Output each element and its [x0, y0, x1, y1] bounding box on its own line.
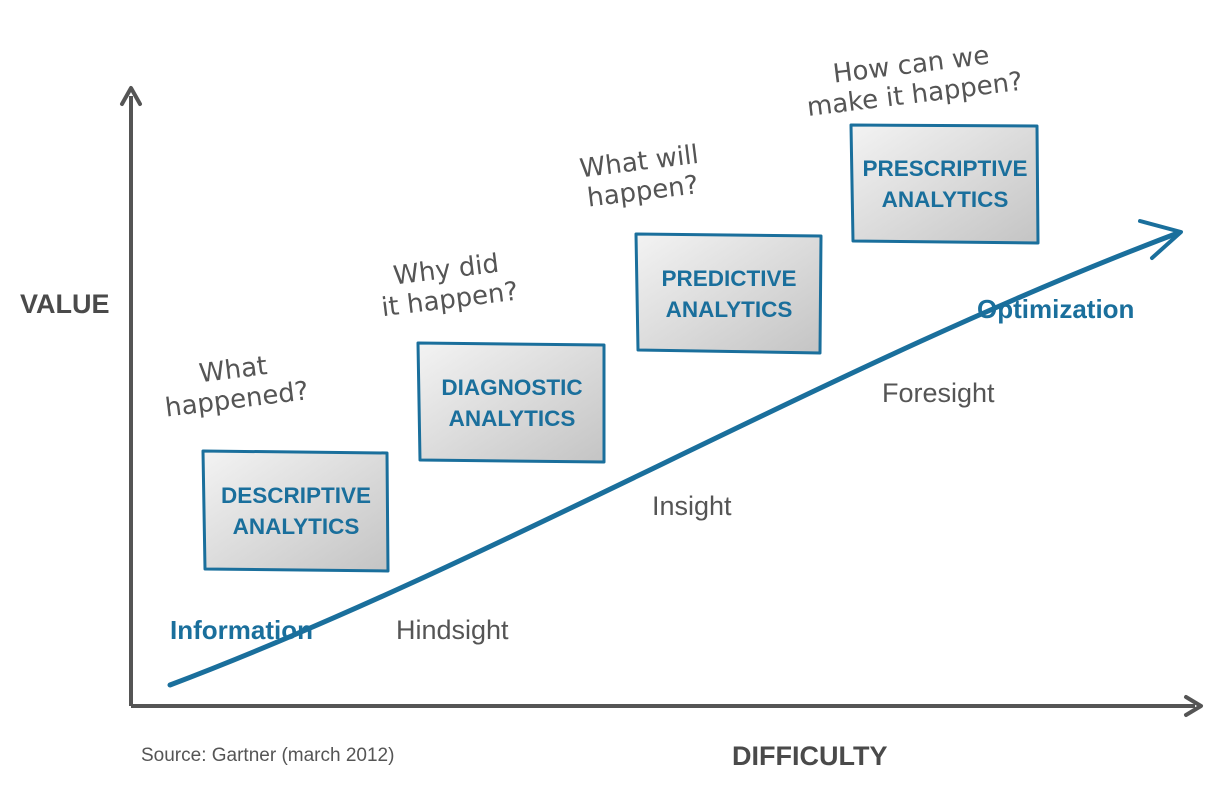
- insight-insight-label: Insight: [652, 491, 732, 521]
- box-prescriptive-analytics: [849, 123, 1040, 245]
- diagnostic-analytics-title: DIAGNOSTIC ANALYTICS: [441, 374, 583, 431]
- trend-start-label: Information: [170, 615, 313, 645]
- y-axis-arrowhead: [120, 86, 142, 106]
- insight-foresight-label: Foresight: [882, 378, 995, 408]
- descriptive-analytics-title: DESCRIPTIVE ANALYTICS: [220, 483, 372, 539]
- x-axis-arrowhead: [1184, 695, 1203, 717]
- predictive-analytics-title: PREDICTIVE ANALYTICS: [661, 265, 797, 322]
- x-axis-label: DIFFICULTY: [732, 741, 888, 771]
- y-axis-label: VALUE: [20, 289, 110, 319]
- trend-end-label: Optimization: [977, 294, 1135, 324]
- trend-arrow-line: [167, 230, 1181, 688]
- box-predictive-analytics: [634, 232, 823, 355]
- prescriptive-analytics-title: PRESCRIPTIVE ANALYTICS: [862, 156, 1028, 212]
- trend-arrowhead: [1138, 219, 1183, 260]
- insight-hindsight-label: Hindsight: [396, 615, 509, 645]
- source-note: Source: Gartner (march 2012): [141, 745, 395, 766]
- box-descriptive-analytics: [201, 449, 390, 573]
- box-diagnostic-analytics: [416, 341, 606, 464]
